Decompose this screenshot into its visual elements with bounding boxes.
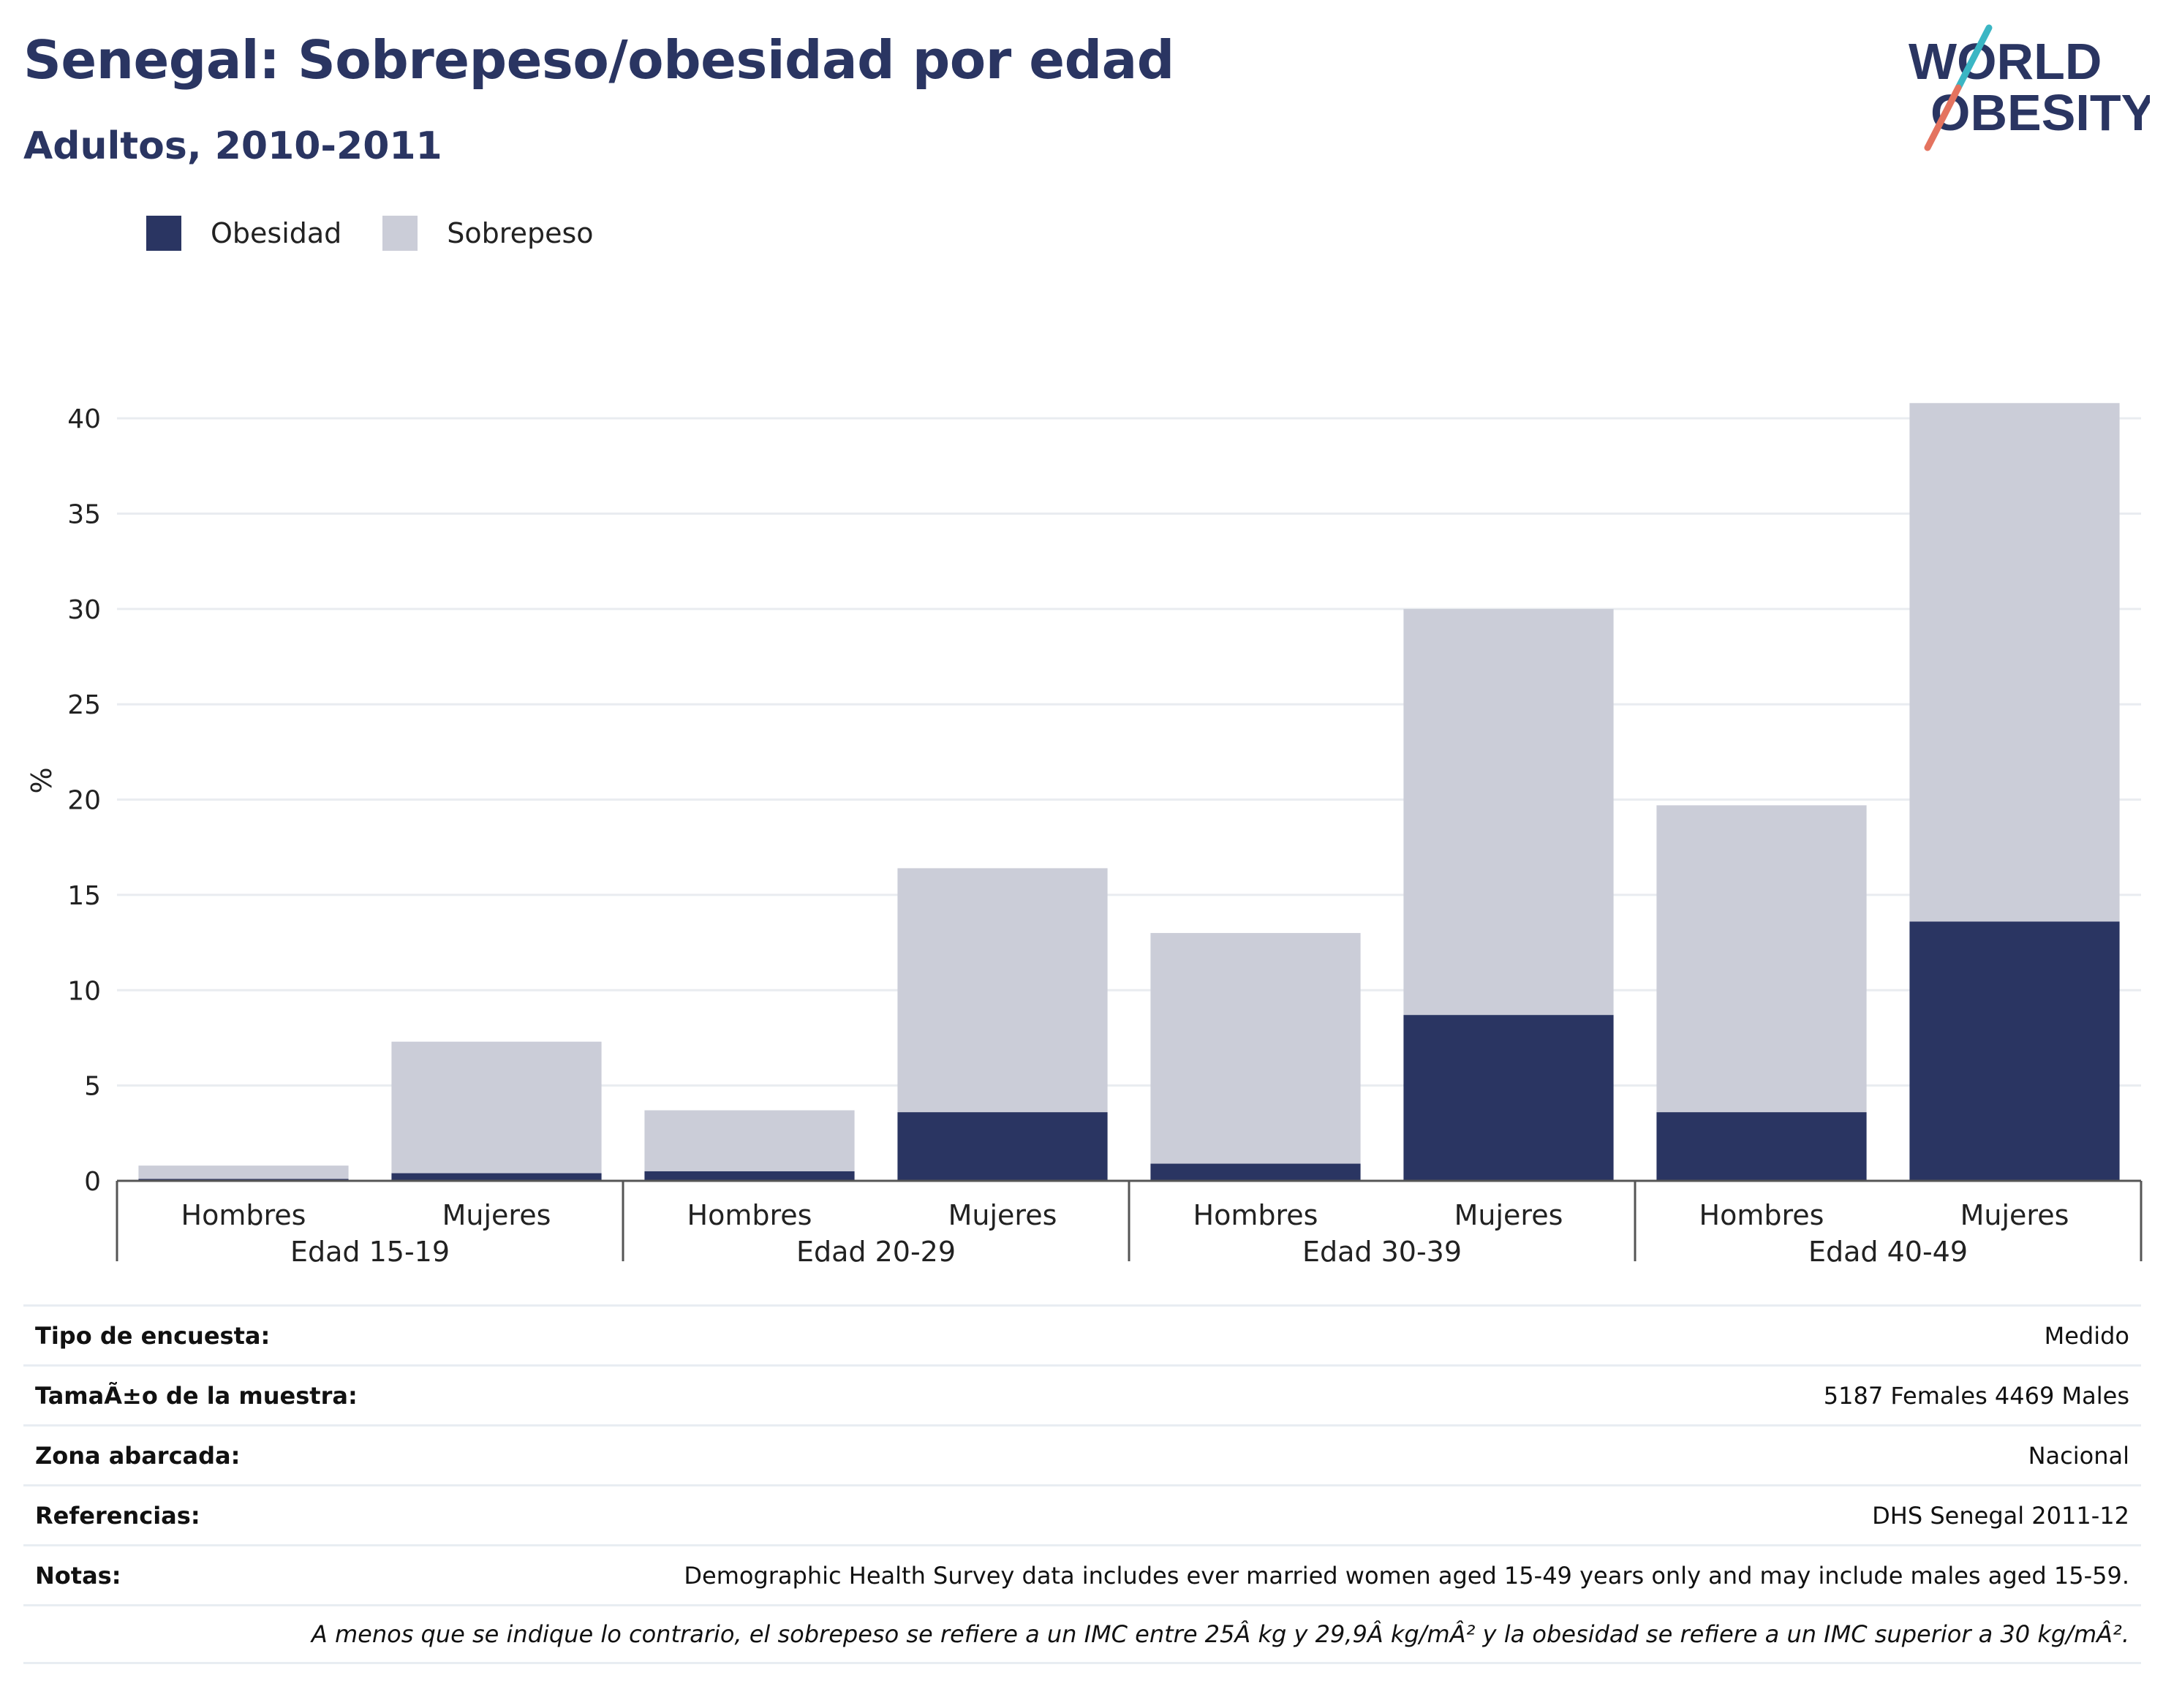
meta-value: DHS Senegal 2011-12 (1872, 1501, 2129, 1530)
bar-overweight (644, 1110, 855, 1171)
y-axis-label: % (26, 767, 58, 793)
x-group-label: Edad 30-39 (1302, 1236, 1462, 1268)
bar-overweight (1150, 933, 1361, 1164)
x-category-label: Hombres (687, 1199, 812, 1231)
y-tick-label: 20 (67, 786, 101, 816)
y-tick-label: 35 (67, 500, 101, 530)
bar-overweight (138, 1165, 349, 1179)
legend: Obesidad Sobrepeso (146, 216, 635, 251)
legend-swatch-obesity (146, 216, 181, 251)
meta-row-sample-size: TamaÃ±o de la muestra: 5187 Females 4469… (23, 1364, 2141, 1424)
meta-value: 5187 Females 4469 Males (1823, 1381, 2129, 1410)
x-category-label: Hombres (1699, 1199, 1824, 1231)
bar-obesity (1150, 1163, 1361, 1181)
y-tick-label: 15 (67, 881, 101, 911)
legend-label-obesity: Obesidad (211, 217, 342, 249)
bar-overweight (1909, 403, 2120, 922)
y-tick-label: 0 (84, 1167, 101, 1197)
bar-overweight (897, 868, 1108, 1113)
meta-row-references: Referencias: DHS Senegal 2011-12 (23, 1484, 2141, 1544)
bar-obesity (1656, 1112, 1867, 1181)
meta-label: Zona abarcada: (35, 1441, 241, 1470)
bar-obesity (897, 1112, 1108, 1181)
meta-row-footnote: A menos que se indique lo contrario, el … (23, 1604, 2141, 1664)
legend-swatch-overweight (382, 216, 418, 251)
legend-item-obesity[interactable]: Obesidad (146, 216, 341, 251)
world-obesity-logo: WORLD OBESITY (1909, 24, 2150, 151)
meta-row-area: Zona abarcada: Nacional (23, 1424, 2141, 1484)
logo-slash-bottom (1924, 84, 1962, 151)
bar-overweight (391, 1041, 602, 1174)
footnote: A menos que se indique lo contrario, el … (311, 1620, 2129, 1648)
y-tick-label: 5 (84, 1072, 101, 1102)
meta-value: Nacional (2028, 1441, 2129, 1470)
y-tick-label: 30 (67, 595, 101, 625)
y-tick-label: 10 (67, 976, 101, 1006)
y-tick-label: 40 (67, 404, 101, 434)
meta-label: Tipo de encuesta: (35, 1321, 271, 1350)
bar-obesity (644, 1171, 855, 1181)
meta-value: Medido (2044, 1321, 2129, 1350)
meta-value: Demographic Health Survey data includes … (684, 1561, 2129, 1590)
survey-info-table: Tipo de encuesta: Medido TamaÃ±o de la m… (23, 1304, 2141, 1664)
bar-obesity (391, 1173, 602, 1181)
logo-line2: OBESITY (1930, 84, 2150, 141)
bar-obesity (1403, 1015, 1614, 1181)
meta-label: Notas: (35, 1561, 121, 1590)
x-category-label: Mujeres (442, 1199, 551, 1231)
x-category-label: Hombres (181, 1199, 306, 1231)
x-category-label: Mujeres (1454, 1199, 1563, 1231)
bar-overweight (1403, 608, 1614, 1016)
x-group-label: Edad 40-49 (1808, 1236, 1968, 1268)
chart-title: Senegal: Sobrepeso/obesidad por edad (23, 29, 1174, 91)
meta-label: TamaÃ±o de la muestra: (35, 1381, 358, 1410)
logo-line1: WORLD (1909, 33, 2102, 90)
x-group-label: Edad 20-29 (796, 1236, 956, 1268)
bar-overweight (1656, 805, 1867, 1113)
logo-slash-top (1955, 24, 1993, 91)
x-group-label: Edad 15-19 (290, 1236, 450, 1268)
y-tick-label: 25 (67, 690, 101, 720)
meta-row-survey-type: Tipo de encuesta: Medido (23, 1304, 2141, 1364)
bar-obesity (1909, 921, 2120, 1181)
meta-row-notes: Notas: Demographic Health Survey data in… (23, 1544, 2141, 1604)
meta-label: Referencias: (35, 1501, 200, 1530)
legend-label-overweight: Sobrepeso (447, 217, 594, 249)
chart-subtitle: Adultos, 2010-2011 (23, 124, 442, 168)
bar-chart: 0 5 10 15 20 25 30 35 40% Hombres Mujeres Hombres Mu… (26, 403, 2143, 1268)
x-category-label: Mujeres (948, 1199, 1057, 1231)
legend-item-overweight[interactable]: Sobrepeso (382, 216, 594, 251)
x-category-label: Mujeres (1960, 1199, 2069, 1231)
x-category-label: Hombres (1193, 1199, 1318, 1231)
